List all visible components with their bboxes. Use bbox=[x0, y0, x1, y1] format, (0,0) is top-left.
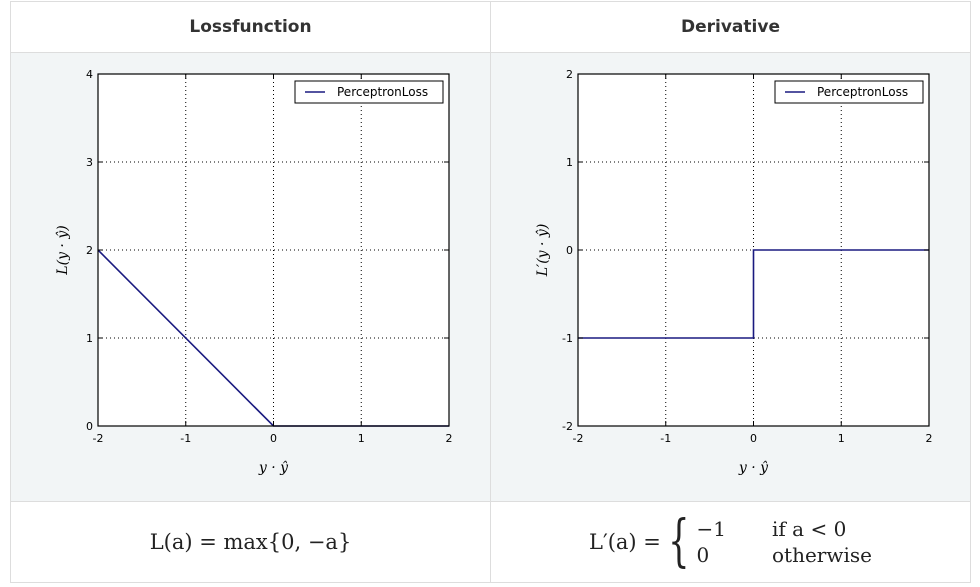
loss-chart: -2 -1 0 1 2 0 1 2 3 4 y · ŷ L(y · ŷ) PerceptronLoss bbox=[54, 68, 453, 476]
y-tick-label: 4 bbox=[86, 68, 93, 81]
x-tick-label: 0 bbox=[270, 432, 277, 445]
y-tick-label: 0 bbox=[86, 420, 93, 433]
brace-symbol: { bbox=[668, 509, 690, 574]
y-tick-label: -1 bbox=[562, 332, 573, 345]
x-tick-label: -2 bbox=[573, 432, 584, 445]
plot-cell-derivative: -2 -1 0 1 2 -2 -1 0 1 2 y · ŷ L′(y · ŷ) PerceptronLo… bbox=[490, 52, 971, 502]
series-line bbox=[578, 249, 929, 339]
x-tick-label: 2 bbox=[926, 432, 933, 445]
comparison-table: Lossfunction Derivative -2 -1 0 1 2 0 1 2 3 4 y · … bbox=[10, 1, 971, 583]
header-derivative: Derivative bbox=[490, 1, 971, 53]
header-lossfunction: Lossfunction bbox=[10, 1, 491, 53]
legend-box bbox=[294, 80, 444, 104]
x-tick-label: -2 bbox=[93, 432, 104, 445]
legend-label: PerceptronLoss bbox=[817, 85, 908, 99]
case-value: 0 bbox=[696, 543, 710, 567]
case-condition: if a < 0 bbox=[772, 517, 847, 541]
formula-derivative-lhs: L′(a) = bbox=[589, 530, 661, 554]
x-axis-label: y · ŷ bbox=[738, 459, 769, 476]
y-axis-label: L′(y · ŷ) bbox=[534, 224, 551, 278]
legend-box bbox=[774, 80, 924, 104]
y-tick-label: -2 bbox=[562, 420, 573, 433]
x-tick-label: 2 bbox=[446, 432, 453, 445]
y-tick-label: 2 bbox=[86, 244, 93, 257]
plot-cell-loss: -2 -1 0 1 2 0 1 2 3 4 y · ŷ L(y · ŷ) PerceptronLoss bbox=[10, 52, 491, 502]
formula-loss-cell: L(a) = max{0, −a} bbox=[10, 501, 491, 583]
y-tick-label: 2 bbox=[566, 68, 573, 81]
x-tick-label: -1 bbox=[180, 432, 191, 445]
case-value: −1 bbox=[696, 517, 727, 541]
x-tick-label: 1 bbox=[838, 432, 845, 445]
y-tick-label: 1 bbox=[86, 332, 93, 345]
x-tick-label: -1 bbox=[660, 432, 671, 445]
y-tick-label: 1 bbox=[566, 156, 573, 169]
derivative-chart: -2 -1 0 1 2 -2 -1 0 1 2 y · ŷ L′(y · ŷ) PerceptronLo… bbox=[534, 68, 933, 476]
formula-loss: L(a) = max{0, −a} bbox=[149, 530, 352, 554]
y-axis-label: L(y · ŷ) bbox=[54, 225, 71, 275]
y-tick-label: 3 bbox=[86, 156, 93, 169]
formula-derivative-cell: L′(a) = { −1 if a < 0 0 otherwise bbox=[490, 501, 971, 583]
legend-label: PerceptronLoss bbox=[337, 85, 428, 99]
x-axis-label: y · ŷ bbox=[258, 459, 289, 476]
case-condition: otherwise bbox=[772, 543, 872, 567]
x-tick-label: 0 bbox=[750, 432, 757, 445]
x-tick-label: 1 bbox=[358, 432, 365, 445]
y-tick-label: 0 bbox=[566, 244, 573, 257]
cases-block: −1 if a < 0 0 otherwise bbox=[697, 517, 872, 567]
